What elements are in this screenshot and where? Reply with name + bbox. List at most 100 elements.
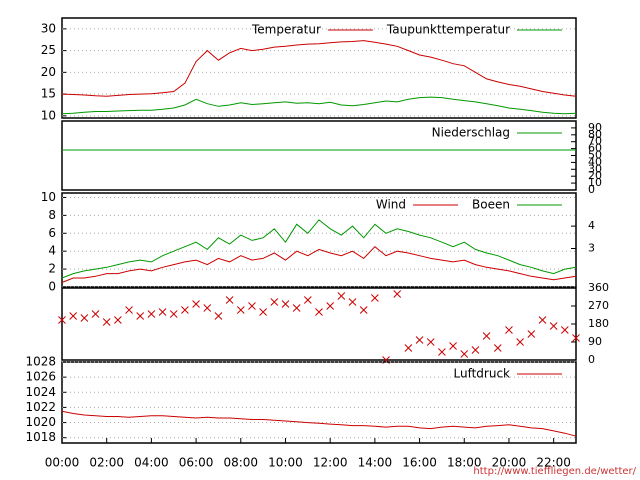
direction-marker [147, 310, 156, 318]
y2-tick-label: 4 [588, 219, 595, 232]
x-tick-label: 14:00 [358, 456, 393, 470]
direction-marker [493, 344, 502, 352]
y-tick-label: 1022 [25, 400, 56, 414]
y-tick-label: 30 [41, 21, 56, 35]
direction-marker [259, 308, 267, 316]
y2-tick-label: 60 [588, 142, 602, 155]
direction-marker [415, 336, 424, 344]
y2-tick-label: 30 [588, 162, 602, 175]
direction-marker [69, 312, 78, 320]
x-tick-label: 22:00 [536, 456, 571, 470]
y-tick-label: 25 [41, 43, 56, 57]
legend-label: Temperatur [251, 23, 321, 37]
direction-marker [214, 312, 223, 320]
direction-marker [225, 296, 234, 304]
direction-marker [426, 338, 435, 346]
direction-marker [80, 314, 89, 322]
direction-marker [236, 306, 245, 314]
x-tick-label: 18:00 [447, 456, 482, 470]
direction-marker [471, 346, 480, 354]
y2-tick-label: 3 [588, 242, 595, 255]
y2-tick-label: 80 [588, 128, 602, 141]
y-tick-label: 8 [48, 208, 56, 222]
direction-marker [482, 332, 491, 340]
direction-marker [58, 316, 66, 324]
footer-link: http://www.tieffliegen.de/wetter/ [473, 466, 636, 477]
legend-label: Wind [376, 198, 406, 212]
direction-marker [248, 302, 256, 310]
y-tick-label: 20 [41, 65, 56, 79]
x-tick-label: 04:00 [134, 456, 169, 470]
y-tick-label: 15 [41, 87, 56, 101]
x-tick-label: 12:00 [313, 456, 348, 470]
direction-marker [169, 310, 178, 318]
direction-marker [359, 306, 368, 314]
direction-marker [91, 310, 100, 318]
direction-marker [181, 306, 189, 314]
y-tick-label: 10 [41, 108, 56, 122]
y2-tick-label: 0 [588, 183, 595, 196]
direction-marker [460, 350, 469, 358]
y-tick-label: 1028 [25, 355, 56, 369]
direction-marker [315, 308, 323, 316]
direction-marker [572, 334, 580, 342]
series-line [61, 40, 577, 97]
direction-marker [102, 318, 111, 326]
y2-tick-label: 90 [588, 335, 602, 348]
y-tick-label: 10 [41, 190, 56, 204]
series-line [61, 219, 577, 279]
direction-marker [136, 312, 145, 320]
y-tick-label: 1020 [25, 415, 56, 429]
y-tick-label: 4 [48, 244, 56, 258]
y2-tick-label: 90 [588, 121, 602, 134]
direction-marker [303, 296, 312, 304]
direction-marker [438, 348, 446, 356]
series-line [61, 246, 577, 283]
direction-marker [270, 298, 279, 306]
y2-tick-label: 50 [588, 149, 602, 162]
direction-marker [371, 294, 379, 302]
y2-tick-label: 0 [588, 353, 595, 366]
direction-marker [337, 292, 346, 300]
legend-label: Taupunkttemperatur [386, 23, 510, 37]
x-tick-label: 02:00 [89, 456, 124, 470]
y-tick-label: 6 [48, 226, 56, 240]
direction-marker [393, 290, 402, 298]
series-line [61, 410, 577, 437]
direction-marker [549, 322, 558, 330]
direction-marker [114, 316, 122, 324]
y2-tick-label: 10 [588, 176, 602, 189]
y-tick-label: 1018 [25, 430, 56, 444]
y2-tick-label: 20 [588, 169, 602, 182]
y-tick-label: 1024 [25, 385, 56, 399]
y-tick-label: 1026 [25, 370, 56, 384]
y2-tick-label: 40 [588, 155, 602, 168]
direction-marker [203, 304, 212, 312]
direction-marker [560, 326, 569, 334]
y-tick-label: 2 [48, 262, 56, 276]
y2-tick-label: 180 [588, 317, 609, 330]
direction-marker [538, 316, 547, 324]
y-tick-label: 0 [48, 280, 56, 294]
direction-marker [125, 306, 133, 314]
x-tick-label: 16:00 [402, 456, 437, 470]
direction-marker [326, 302, 335, 310]
x-tick-label: 00:00 [45, 456, 80, 470]
direction-marker [449, 342, 457, 350]
direction-marker [527, 330, 536, 338]
direction-marker [505, 326, 513, 334]
direction-marker [348, 298, 357, 306]
direction-marker [292, 304, 301, 312]
legend-label: Niederschlag [432, 126, 510, 140]
y2-tick-label: 270 [588, 299, 609, 312]
direction-marker [158, 308, 167, 316]
direction-marker [404, 344, 413, 352]
x-tick-label: 08:00 [223, 456, 258, 470]
y2-tick-label: 360 [588, 281, 609, 294]
direction-marker [192, 300, 200, 308]
direction-marker [281, 300, 290, 308]
x-tick-label: 10:00 [268, 456, 303, 470]
x-tick-label: 06:00 [179, 456, 214, 470]
